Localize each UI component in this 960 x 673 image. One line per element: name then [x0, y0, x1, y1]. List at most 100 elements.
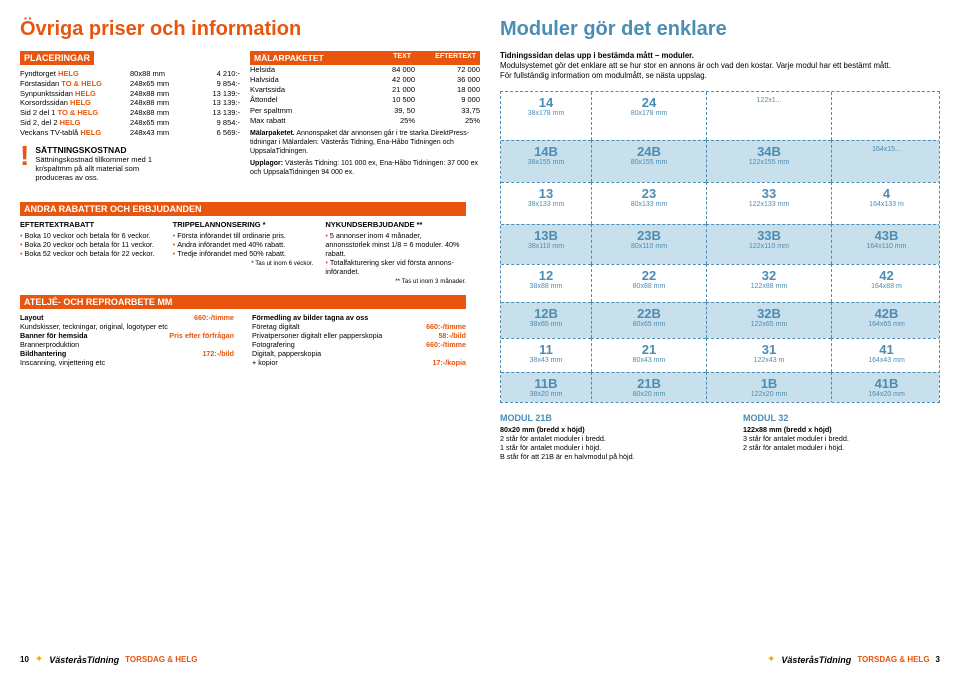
malar-row: Max rabatt25%25%	[250, 116, 480, 126]
atelje-right-col: Förmedling av bilder tagna av oss Företa…	[252, 313, 466, 367]
atelje-item: Privatpersoner digitalt eller papperskop…	[252, 331, 466, 340]
grid-cell: 164x15...	[831, 140, 940, 182]
grid-cell	[831, 92, 940, 140]
grid-cell: 34B122x155 mm	[706, 140, 831, 182]
placeringar-row: Synpunktssidan HELG248x88 mm13 139:-	[20, 89, 240, 99]
grid-cell: 2380x133 mm	[591, 182, 706, 224]
grid-cell: 41164x43 mm	[831, 338, 940, 372]
andra-head: ANDRA RABATTER OCH ERBJUDANDEN	[20, 202, 466, 216]
placeringar-row: Förstasidan TO & HELG248x65 mm9 854:-	[20, 79, 240, 89]
mod21-head: MODUL 21B	[500, 413, 703, 423]
mod32-head: MODUL 32	[743, 413, 946, 423]
atelje-item: Banner för hemsidaPris efter förfråganBr…	[20, 331, 234, 349]
grid-cell: 11B38x20 mm	[501, 372, 591, 403]
footer-tag-left: TORSDAG & HELG	[125, 655, 197, 664]
placeringar-row: Sid 2 del 1 TO & HELG248x88 mm13 139:-	[20, 108, 240, 118]
grid-cell: 1B122x20 mm	[706, 372, 831, 403]
grid-cell: 14B38x155 mm	[501, 140, 591, 182]
list-item: •Boka 52 veckor och betala för 22 veckor…	[20, 249, 161, 258]
nykund-list: •5 annonser inom 4 månader, annonsstorle…	[325, 231, 466, 276]
grid-cell: 33122x133 mm	[706, 182, 831, 224]
atelje-head: ATELJÉ- OCH REPROARBETE MM	[20, 295, 466, 309]
grid-cell: 1438x178 mm	[501, 92, 591, 140]
grid-cell: 24B80x155 mm	[591, 140, 706, 182]
left-title: Övriga priser och information	[20, 18, 466, 41]
atelje-section: ATELJÉ- OCH REPROARBETE MM Layout660:-/t…	[20, 295, 466, 367]
grid-cell: 22B80x65 mm	[591, 302, 706, 338]
grid-cell: 31122x43 m	[706, 338, 831, 372]
malar-row: Per spaltmm39, 5033,75	[250, 106, 480, 116]
malar-head: MÄLARPAKETET TEXT EFTERTEXT	[250, 51, 480, 65]
right-intro: Tidningssidan delas upp i bestämda mått …	[500, 51, 946, 81]
footer-tag-right: TORSDAG & HELG	[857, 655, 929, 664]
placeringar-row: Sid 2, del 2 HELG248x65 mm9 854:-	[20, 118, 240, 128]
grid-cell: 41B164x20 mm	[831, 372, 940, 403]
grid-cell: 1238x88 mm	[501, 264, 591, 302]
grid-cell: 33B122x110 mm	[706, 224, 831, 264]
malar-desc1: Mälarpaketet. Mälarpaketet. Annonspaket …	[250, 129, 480, 156]
module-grid: 1438x178 mm2480x178 mm122x1... 14B38x155 …	[500, 91, 940, 403]
grid-cell: 42B164x65 mm	[831, 302, 940, 338]
grid-cell: 1338x133 mm	[501, 182, 591, 224]
eftertext-list: •Boka 10 veckor och betala för 6 veckor.…	[20, 231, 161, 258]
atelje-item: + kopior17:-/kopia	[252, 358, 466, 367]
malar-row: Kvartssida21 00018 000	[250, 85, 480, 95]
atelje-left-col: Layout660:-/timmeKundskisser, teckningar…	[20, 313, 234, 367]
exclaim-icon: !	[20, 145, 29, 167]
list-item: •Totalfakturering sker vid första annons…	[325, 258, 466, 276]
placeringar-row: Veckans TV-tablå HELG248x43 mm6 569:-	[20, 128, 240, 138]
atelje-item: Layout660:-/timmeKundskisser, teckningar…	[20, 313, 234, 331]
footer-brand-left: VästeråsTidning	[49, 655, 119, 665]
trippel-head: TRIPPELANNONSERING *	[173, 220, 314, 229]
module-descriptions: MODUL 21B 80x20 mm (bredd x höjd) 2 står…	[500, 413, 946, 461]
right-pagenum: 3	[936, 655, 940, 664]
sattning-block: ! SÄTTNINGSKOSTNAD Sättningskostnad till…	[20, 145, 240, 182]
grid-cell: 32B122x65 mm	[706, 302, 831, 338]
andra-section: ANDRA RABATTER OCH ERBJUDANDEN EFTERTEXT…	[20, 202, 466, 285]
malar-row: Åttondel10 5009 000	[250, 95, 480, 105]
trippel-list: •Första införandet till ordinarie pris.•…	[173, 231, 314, 258]
placeringar-row: Korsordssidan HELG248x88 mm13 139:-	[20, 98, 240, 108]
star-icon: ✦	[767, 654, 775, 665]
malar-table: Helsida84 00072 000Halvsida42 00036 000K…	[250, 65, 480, 126]
atelje-item: Företag digitalt660:-/timme	[252, 322, 466, 331]
nykund-head: NYKUNDSERBJUDANDE **	[325, 220, 466, 229]
grid-cell: 32122x88 mm	[706, 264, 831, 302]
placeringar-table: Fyndtorget HELG80x88 mm4 210:-Förstasida…	[20, 69, 240, 137]
grid-cell: 122x1...	[706, 92, 831, 140]
grid-cell: 43B164x110 mm	[831, 224, 940, 264]
malar-row: Halvsida42 00036 000	[250, 75, 480, 85]
footer-brand-right: VästeråsTidning	[781, 655, 851, 665]
grid-cell: 4164x133 m	[831, 182, 940, 224]
eftertext-head: EFTERTEXTRABATT	[20, 220, 161, 229]
grid-cell: 2180x43 mm	[591, 338, 706, 372]
list-item: •Första införandet till ordinarie pris.	[173, 231, 314, 240]
malar-desc2: Upplagor: Västerås Tidning: 101 000 ex, …	[250, 159, 480, 177]
right-page: Moduler gör det enklare Tidningssidan de…	[480, 0, 960, 673]
grid-cell: 2280x88 mm	[591, 264, 706, 302]
grid-cell: 12B38x65 mm	[501, 302, 591, 338]
malar-row: Helsida84 00072 000	[250, 65, 480, 75]
placeringar-row: Fyndtorget HELG80x88 mm4 210:-	[20, 69, 240, 79]
atelje-item: Fotografering660:-/timmeDigitalt, papper…	[252, 340, 466, 358]
placeringar-head: PLACERINGAR	[20, 51, 94, 65]
grid-cell: 42164x88 m	[831, 264, 940, 302]
list-item: •Tredje införandet med 50% rabatt.	[173, 249, 314, 258]
right-footer: ✦ VästeråsTidning TORSDAG & HELG 3	[767, 654, 940, 665]
atelje-item: Bildhantering172:-/bildInscanning, vinje…	[20, 349, 234, 367]
left-page: Övriga priser och information PLACERINGA…	[0, 0, 480, 673]
sattning-title: SÄTTNINGSKOSTNAD	[35, 145, 126, 155]
list-item: •5 annonser inom 4 månader, annonsstorle…	[325, 231, 466, 258]
list-item: •Andra införandet med 40% rabatt.	[173, 240, 314, 249]
grid-cell: 1138x43 mm	[501, 338, 591, 372]
atelje-right-head: Förmedling av bilder tagna av oss	[252, 313, 466, 322]
grid-cell: 21B80x20 mm	[591, 372, 706, 403]
star-icon: ✦	[35, 654, 43, 665]
grid-cell: 23B80x110 mm	[591, 224, 706, 264]
right-title: Moduler gör det enklare	[500, 18, 946, 41]
list-item: •Boka 20 veckor och betala för 11 veckor…	[20, 240, 161, 249]
grid-cell: 2480x178 mm	[591, 92, 706, 140]
grid-cell: 13B38x110 mm	[501, 224, 591, 264]
trippel-fine: * Tas ut inom 6 veckor.	[173, 260, 314, 267]
nykund-fine: ** Tas ut inom 3 månader.	[325, 278, 466, 285]
